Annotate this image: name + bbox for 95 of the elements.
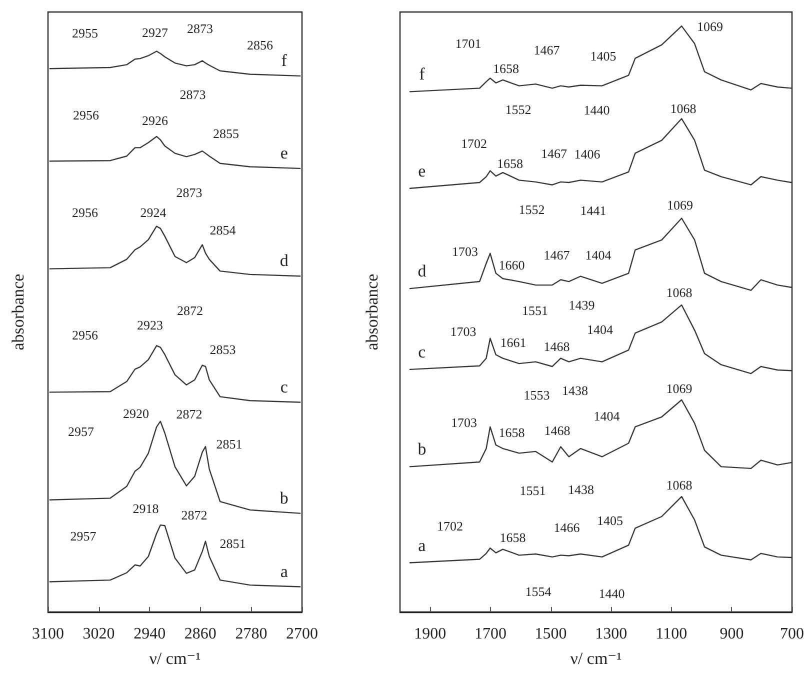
annotation: 2853: [210, 342, 236, 357]
annotation: 2873: [176, 185, 202, 200]
x-tick-label: 3020: [82, 626, 115, 642]
annotation: 1405: [597, 513, 623, 528]
annotation: 1404: [587, 322, 614, 337]
series-label: c: [280, 377, 288, 396]
annotation: 1551: [520, 483, 546, 498]
annotation: 1658: [493, 60, 519, 76]
annotation: 1441: [580, 203, 606, 218]
annotation: 1404: [585, 248, 612, 262]
x-axis-title: ν/ cm⁻¹: [149, 649, 201, 668]
x-tick-label: 1900: [414, 626, 446, 642]
series-label: d: [418, 262, 427, 281]
x-tick-label: 700: [780, 626, 804, 642]
annotation: 2920: [123, 406, 149, 421]
series-label: a: [418, 536, 426, 555]
text: 2955: [72, 26, 98, 40]
series-label: b: [280, 488, 288, 508]
series-label: e: [418, 161, 426, 180]
annotation: 2851: [220, 536, 246, 551]
annotation: 1467: [544, 248, 570, 262]
annotation: 1701: [455, 36, 482, 51]
annotation: 1467: [541, 146, 568, 161]
annotation: 2856: [247, 38, 274, 52]
annotation: 1069: [667, 198, 693, 212]
x-tick-label: 900: [720, 626, 744, 642]
y-axis-title: absorbance: [362, 274, 382, 350]
annotation: 1406: [574, 146, 601, 162]
series-label: f: [281, 50, 288, 70]
annotation: 1552: [518, 202, 545, 217]
annotation: 2918: [132, 500, 159, 516]
annotation: 1468: [544, 423, 570, 438]
series-label: f: [419, 64, 426, 84]
annotation: 1468: [544, 339, 570, 354]
annotation: 2854: [210, 222, 236, 238]
x-tick-label: 1300: [595, 626, 628, 642]
x-tick-label: 2860: [184, 626, 216, 642]
text: 2873: [187, 20, 213, 36]
annotation: 1551: [522, 303, 548, 318]
annotation: 1553: [524, 388, 550, 402]
annotation: 2956: [72, 205, 98, 220]
annotation: 1702: [461, 136, 487, 151]
annotation: 1658: [500, 530, 526, 545]
annotation: 2956: [72, 328, 98, 342]
x-tick-label: 2700: [286, 626, 318, 642]
y-axis-title: absorbance: [8, 274, 28, 350]
annotation: 1069: [697, 19, 723, 34]
annotation: 2872: [176, 406, 202, 422]
annotation: 1440: [584, 102, 610, 118]
annotation: 2957: [68, 424, 94, 440]
annotation: 1439: [568, 298, 595, 312]
annotation: 2924: [140, 204, 167, 220]
annotation: 1660: [498, 258, 525, 272]
annotation: 2956: [73, 108, 100, 122]
series-label: b: [418, 440, 426, 459]
annotation: 1404: [594, 408, 620, 424]
annotation: 1658: [497, 156, 523, 171]
annotation: 2872: [177, 303, 203, 318]
annotation: 2873: [180, 86, 206, 102]
series-label: d: [280, 251, 289, 270]
annotation: 1467: [534, 42, 560, 58]
annotation: 1405: [590, 48, 616, 64]
x-tick-label: 2780: [235, 626, 268, 642]
annotation: 1466: [554, 520, 580, 535]
series-label: a: [280, 562, 288, 581]
annotation: 1068: [666, 478, 692, 492]
annotation: 1438: [562, 383, 588, 398]
annotation: 2851: [216, 436, 242, 452]
annotation: 1661: [500, 335, 526, 350]
annotation: 1703: [450, 324, 476, 340]
annotation: 2926: [142, 113, 168, 128]
annotation: 2957: [70, 528, 97, 544]
annotation: 1703: [451, 415, 477, 430]
x-tick-label: 1700: [474, 626, 506, 642]
x-tick-label: 2940: [134, 626, 166, 642]
annotation: 1702: [437, 518, 463, 534]
x-axis-title: ν/ cm⁻¹: [570, 649, 622, 668]
annotation: 1703: [452, 244, 478, 260]
x-tick-label: 1500: [534, 626, 567, 642]
annotation: 1438: [568, 482, 594, 497]
series-label: e: [280, 143, 288, 162]
series-label: c: [418, 342, 426, 362]
annotation: 1069: [666, 380, 692, 396]
x-tick-label: 1100: [656, 626, 688, 642]
annotation: 2855: [213, 126, 239, 141]
x-tick-label: 3100: [32, 626, 64, 642]
annotation: 1552: [505, 102, 532, 117]
annotation: 1554: [525, 584, 552, 600]
annotation: 1068: [670, 100, 696, 116]
text: 2927: [142, 24, 168, 40]
annotation: 1658: [498, 425, 525, 440]
annotation: 1068: [666, 285, 692, 300]
annotation: 2923: [137, 318, 163, 332]
annotation: 1440: [598, 586, 625, 601]
annotation: 2872: [181, 508, 208, 522]
